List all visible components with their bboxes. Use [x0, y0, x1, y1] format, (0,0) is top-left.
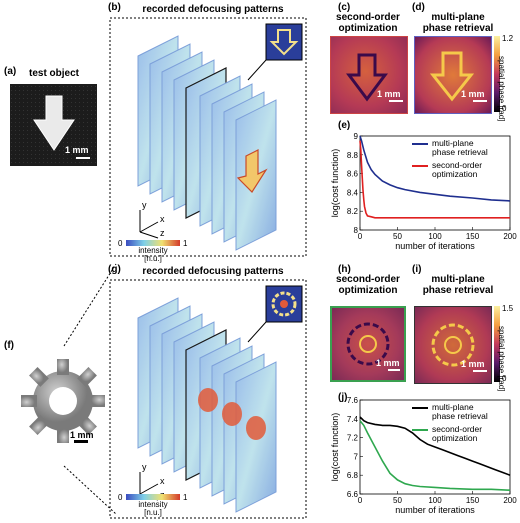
panel-label-b: (b)	[108, 2, 121, 13]
phase-colorbar-label-bottom: spatial phase [rad]	[497, 326, 506, 392]
chart-e-series-line-0	[359, 135, 511, 202]
phase-min-top: 0	[502, 104, 507, 113]
intensity-max-bottom: 1	[183, 493, 188, 502]
cost-chart-top: 0 50 100 150 200 8 8.2 8.4 8.6 8.8 9 number of iter…	[330, 132, 517, 251]
chart-j-ytick-label: 6.6	[347, 490, 359, 499]
panel-label-j: (j)	[338, 392, 348, 403]
panel-label-h: (h)	[338, 264, 351, 275]
chart-j-legend-entry-1: second-order	[432, 424, 482, 434]
panel-label-d: (d)	[412, 2, 425, 13]
chart-e-xtick-label: 100	[428, 232, 442, 241]
chart-e-ytick-label: 8.2	[347, 207, 359, 216]
test-object-title: test object	[28, 68, 79, 79]
multi-plane-phase-map-top: 1 mm	[414, 36, 492, 114]
intensity-colorbar-bottom	[126, 494, 180, 500]
scale-bar-label-c: 1 mm	[377, 89, 401, 99]
chart-e-ylabel: log(cost function)	[330, 149, 340, 218]
chart-e-legend-entry-0-line2: phase retrieval	[432, 147, 488, 157]
chart-e-ytick-label: 8	[354, 226, 359, 235]
zoom-lines	[63, 263, 117, 515]
defocus-title-bottom: recorded defocusing patterns	[142, 266, 284, 277]
test-object-image: 1 mm	[10, 84, 97, 166]
axis-x-label-bottom: x	[160, 476, 165, 486]
scale-bar-label-i: 1 mm	[461, 359, 485, 369]
phase-colorbar-bottom	[494, 306, 500, 382]
chart-e-xtick-label: 50	[393, 232, 402, 241]
axis-x-label-top: x	[160, 214, 165, 224]
intensity-max-top: 1	[183, 239, 188, 248]
phase-colorbar-top	[494, 36, 500, 112]
chart-j-xtick-label: 150	[466, 496, 480, 505]
scale-bar-f	[74, 440, 88, 443]
panel-label-i: (i)	[412, 264, 422, 275]
chart-j-legend-entry-1-line2: optimization	[432, 433, 478, 443]
axis-y-label-bottom: y	[142, 462, 147, 472]
chart-j-ylabel: log(cost function)	[330, 413, 340, 482]
chart-j-ytick-label: 7.6	[347, 396, 359, 405]
chart-j-series-line-1	[359, 420, 511, 491]
chart-e-xtick-label: 150	[466, 232, 480, 241]
defocus-stack-top	[109, 17, 307, 257]
scale-bar-label-f: 1 mm	[70, 430, 94, 440]
chart-j-legend-entry-0: multi-plane	[432, 402, 474, 412]
chart-e-ytick-label: 8.6	[347, 170, 359, 179]
intensity-min-bottom: 0	[118, 493, 123, 502]
multi-plane-phase-map-bottom: 1 mm	[414, 306, 492, 384]
defocus-title-top: recorded defocusing patterns	[142, 4, 284, 15]
second-order-phase-map-top: 1 mm	[330, 36, 408, 114]
chart-j-ytick-label: 7	[354, 452, 359, 461]
chart-j-xlabel: number of iterations	[395, 505, 475, 515]
chart-e-ytick-label: 8.4	[347, 188, 359, 197]
phase-colorbar-label-top: spatial phase [rad]	[497, 56, 506, 122]
chart-j-xtick-label: 50	[393, 496, 402, 505]
phase-min-bottom: 0	[502, 374, 507, 383]
chart-e-series-line-1	[359, 140, 510, 219]
chart-j-ytick-label: 7.2	[347, 434, 359, 443]
chart-j-xtick-label: 200	[503, 496, 517, 505]
intensity-label-bottom: intensity [n.u.]	[138, 500, 168, 517]
panel-label-f: (f)	[4, 340, 14, 351]
chart-j-legend-entry-0-line2: phase retrieval	[432, 411, 488, 421]
scale-bar-label-h: 1 mm	[376, 358, 400, 368]
chart-j-ytick-label: 6.8	[347, 471, 359, 480]
gear-object-icon	[21, 359, 105, 443]
chart-e-legend-entry-0: multi-plane	[432, 138, 474, 148]
panel-label-a: (a)	[4, 66, 17, 77]
chart-j-xtick-label: 100	[428, 496, 442, 505]
scale-bar-label-d: 1 mm	[461, 89, 485, 99]
axes-icon	[139, 210, 159, 239]
panel-label-c: (c)	[338, 2, 351, 13]
axis-y-label-top: y	[142, 200, 147, 210]
second-order-title-top: second-order optimization	[336, 12, 400, 34]
phase-max-bottom: 1.5	[502, 304, 514, 313]
chart-e-legend-entry-1: second-order	[432, 160, 482, 170]
chart-e-legend-entry-1-line2: optimization	[432, 169, 478, 179]
intensity-min-top: 0	[118, 239, 123, 248]
chart-e-xtick-label: 200	[503, 232, 517, 241]
second-order-phase-map-bottom: 1 mm	[330, 306, 406, 382]
panel-label-g: (g)	[108, 264, 121, 275]
axis-z-label-top: z	[160, 228, 165, 238]
multi-plane-title-top: multi-plane phase retrieval	[422, 12, 494, 34]
chart-e-ytick-label: 9	[354, 132, 359, 141]
panel-label-e: (e)	[338, 120, 351, 131]
phase-max-top: 1.2	[502, 34, 514, 43]
intensity-label-top: intensity [n.u.]	[138, 246, 168, 263]
cost-chart-bottom: 0 50 100 150 200 6.6 6.8 7 7.2 7.4 7.6 number of it…	[330, 396, 517, 515]
arrow-object-icon	[10, 84, 97, 166]
scale-bar-label-a: 1 mm	[65, 145, 89, 155]
chart-j-xtick-label: 0	[358, 496, 363, 505]
chart-e-xtick-label: 0	[358, 232, 363, 241]
second-order-title-bottom: second-order optimization	[336, 274, 400, 296]
chart-j-ytick-label: 7.4	[347, 415, 359, 424]
chart-e-ytick-label: 8.8	[347, 151, 359, 160]
chart-e-xlabel: number of iterations	[395, 241, 475, 251]
chart-j-series-line-0	[359, 416, 511, 476]
intensity-colorbar-top	[126, 240, 180, 246]
defocus-stack-bottom	[109, 279, 307, 519]
multi-plane-title-bottom: multi-plane phase retrieval	[422, 274, 494, 296]
